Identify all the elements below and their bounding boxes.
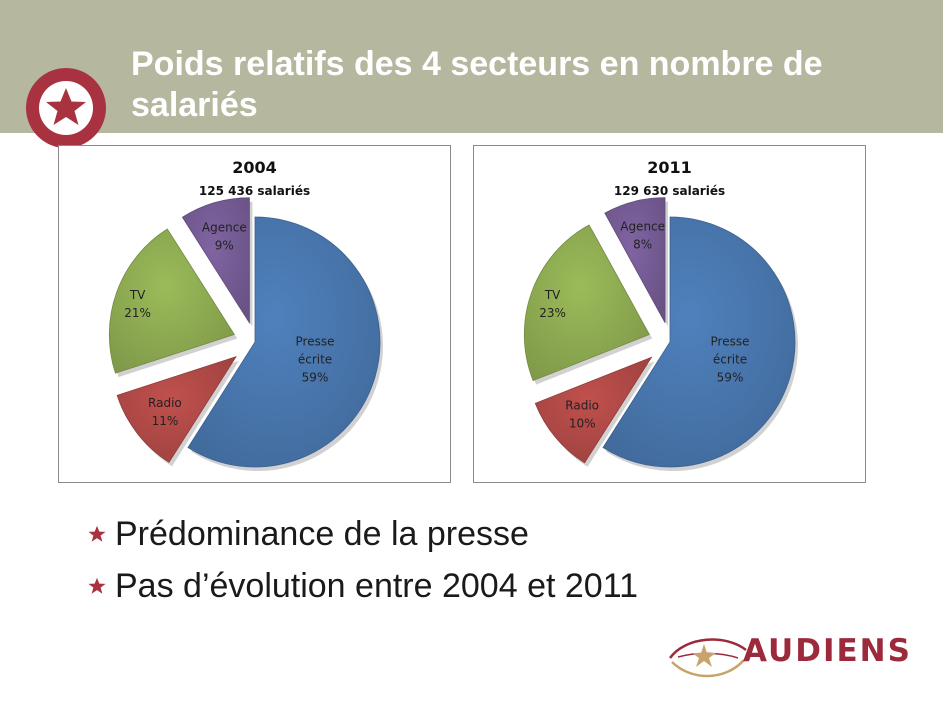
pie-slice-radio (534, 356, 653, 464)
chart-subtitle: 129 630 salariés (613, 184, 726, 198)
pie-slice-agence (181, 197, 250, 325)
pie-data-label: Agence 9% (202, 220, 247, 252)
pie-data-label: Radio 11% (148, 396, 182, 428)
pie-data-label: TV 21% (124, 288, 151, 320)
chart-subtitle: 125 436 salariés (198, 184, 311, 198)
pie-data-label: Presse écrite 59% (296, 334, 335, 384)
bullet-text: Pas d’évolution entre 2004 et 2011 (115, 567, 638, 605)
star-bullet-icon (88, 525, 106, 542)
slide-title: Poids relatifs des 4 secteurs en nombre … (131, 45, 823, 124)
pie-chart-2004: 2004 125 436 salariés Presse écrite 59% Rad… (58, 145, 451, 483)
chart-title: 2004 (232, 158, 277, 177)
star-badge-icon (26, 68, 106, 148)
bullet-item: Prédominance de la presse (88, 508, 638, 560)
eye-star-icon (668, 638, 747, 678)
bullet-item: Pas d’évolution entre 2004 et 2011 (88, 560, 638, 612)
pie-data-label: Presse écrite 59% (711, 334, 750, 384)
pie-slice-tv (108, 228, 235, 374)
pie-data-label: Radio 10% (565, 399, 599, 431)
chart-title: 2011 (647, 158, 692, 177)
bullet-list: Prédominance de la presse Pas d’évolutio… (88, 508, 638, 612)
pie-data-label: Agence 8% (620, 219, 665, 251)
bullet-text: Prédominance de la presse (115, 515, 529, 553)
audiens-logo: AUDIENS (668, 628, 916, 686)
pie-slice-agence (604, 197, 666, 323)
pie-slice-tv (523, 224, 650, 382)
pie-slice-presse-écrite (187, 216, 381, 468)
pie-slice-radio (116, 355, 237, 463)
pie-plot: Presse écrite 59% Radio 11% TV 21% Agence 9% (108, 197, 384, 471)
pie-slice-presse-écrite (602, 216, 796, 468)
header-band (0, 0, 943, 133)
star-bullet-icon (88, 577, 106, 594)
pie-chart-2011: 2011 129 630 salariés Presse écrite 59% Rad… (473, 145, 866, 483)
pie-data-label: TV 23% (539, 288, 566, 320)
pie-plot: Presse écrite 59% Radio 10% TV 23% Agence 8% (523, 197, 798, 471)
brand-name: AUDIENS (743, 633, 912, 669)
